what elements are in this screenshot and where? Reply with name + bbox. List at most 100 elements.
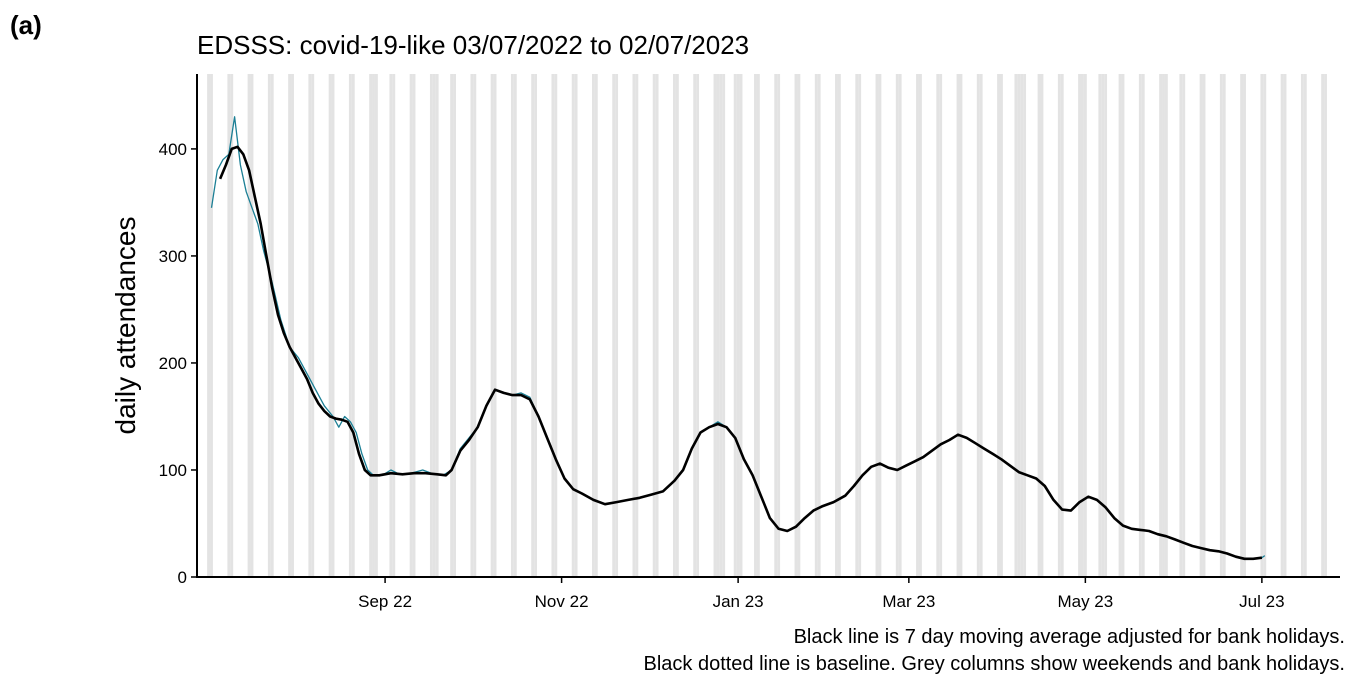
- weekend-column: [1240, 74, 1244, 577]
- weekend-column: [250, 74, 254, 577]
- bank-holiday-column: [435, 74, 439, 577]
- weekend-column: [1280, 74, 1284, 577]
- panel-label: (a): [10, 10, 42, 40]
- weekend-column: [615, 74, 619, 577]
- weekend-column: [979, 74, 983, 577]
- weekend-column: [328, 74, 332, 577]
- weekend-column: [716, 74, 720, 577]
- weekend-column: [1202, 74, 1206, 577]
- weekend-column: [814, 74, 818, 577]
- weekend-column: [331, 74, 335, 577]
- bank-holiday-column: [374, 74, 378, 577]
- weekend-column: [652, 74, 656, 577]
- bank-holiday-column: [739, 74, 743, 577]
- weekend-column: [1020, 74, 1024, 577]
- weekend-column: [1060, 74, 1064, 577]
- weekend-column: [858, 74, 862, 577]
- bank-holiday-column: [1014, 74, 1018, 577]
- y-tick-label: 400: [159, 140, 187, 159]
- weekend-column: [291, 74, 294, 577]
- weekend-column: [756, 74, 760, 577]
- weekend-column: [270, 74, 274, 577]
- weekend-column: [1162, 74, 1165, 577]
- weekend-columns: [207, 74, 1327, 577]
- weekend-column: [837, 74, 841, 577]
- weekend-column: [632, 74, 636, 577]
- weekend-column: [736, 74, 740, 577]
- x-tick-label: Mar 23: [882, 592, 935, 611]
- y-axis-title: daily attendances: [110, 217, 141, 435]
- weekend-column: [551, 74, 555, 577]
- weekend-column: [1101, 74, 1105, 577]
- axes: 0 100 200 300 400 Sep 22 Nov 22 Jan 23 Mar 23 May…: [159, 74, 1340, 611]
- weekend-column: [1159, 74, 1163, 577]
- weekend-column: [372, 74, 375, 577]
- weekend-column: [655, 74, 659, 577]
- weekend-column: [288, 74, 292, 577]
- weekend-column: [1179, 74, 1183, 577]
- caption-baseline-columns: Black dotted line is baseline. Grey colu…: [643, 653, 1345, 675]
- weekend-column: [999, 74, 1003, 577]
- x-tick-label: Sep 22: [358, 592, 412, 611]
- x-tick-label: Jul 23: [1239, 592, 1284, 611]
- weekend-column: [369, 74, 373, 577]
- weekend-column: [1243, 74, 1246, 577]
- weekend-column: [227, 74, 231, 577]
- bank-holiday-column: [1104, 74, 1108, 577]
- weekend-column: [409, 74, 413, 577]
- weekend-column: [936, 74, 940, 577]
- weekend-column: [1321, 74, 1325, 577]
- weekend-column: [675, 74, 679, 577]
- weekend-column: [450, 74, 454, 577]
- weekend-column: [432, 74, 436, 577]
- weekend-column: [493, 74, 497, 577]
- weekend-column: [594, 74, 598, 577]
- weekend-column: [1121, 74, 1125, 577]
- weekend-column: [777, 74, 781, 577]
- weekend-column: [207, 74, 211, 577]
- weekend-column: [898, 74, 902, 577]
- weekend-column: [878, 74, 882, 577]
- weekend-column: [1081, 74, 1084, 577]
- y-tick-label: 300: [159, 247, 187, 266]
- weekend-column: [1118, 74, 1122, 577]
- weekend-column: [351, 74, 355, 577]
- weekend-column: [1017, 74, 1021, 577]
- caption-moving-average: Black line is 7 day moving average adjus…: [793, 626, 1345, 648]
- series-layer: [210, 116, 1266, 561]
- weekend-column: [1182, 74, 1186, 577]
- weekend-column: [794, 74, 798, 577]
- bank-holiday-column: [719, 74, 723, 577]
- weekend-column: [696, 74, 700, 577]
- weekend-column: [473, 74, 477, 577]
- y-tick-label: 100: [159, 461, 187, 480]
- weekend-column: [918, 74, 922, 577]
- weekend-column: [429, 74, 433, 577]
- weekend-column: [774, 74, 778, 577]
- weekend-column: [591, 74, 595, 577]
- weekend-column: [959, 74, 963, 577]
- weekend-column: [490, 74, 494, 577]
- weekend-column: [510, 74, 514, 577]
- weekend-column: [311, 74, 315, 577]
- weekend-column: [453, 74, 456, 577]
- weekend-column: [1037, 74, 1041, 577]
- weekend-column: [817, 74, 821, 577]
- weekend-column: [693, 74, 697, 577]
- weekend-column: [1219, 74, 1223, 577]
- weekend-column: [210, 74, 213, 577]
- weekend-column: [247, 74, 251, 577]
- weekend-column: [895, 74, 899, 577]
- x-tick-label: Jan 23: [713, 592, 764, 611]
- weekend-column: [531, 74, 535, 577]
- weekend-column: [554, 74, 558, 577]
- weekend-column: [797, 74, 801, 577]
- weekend-column: [1263, 74, 1267, 577]
- weekend-column: [1098, 74, 1102, 577]
- weekend-column: [1222, 74, 1226, 577]
- weekend-column: [348, 74, 352, 577]
- weekend-column: [574, 74, 578, 577]
- weekend-column: [1303, 74, 1307, 577]
- weekend-column: [230, 74, 234, 577]
- weekend-column: [513, 74, 517, 577]
